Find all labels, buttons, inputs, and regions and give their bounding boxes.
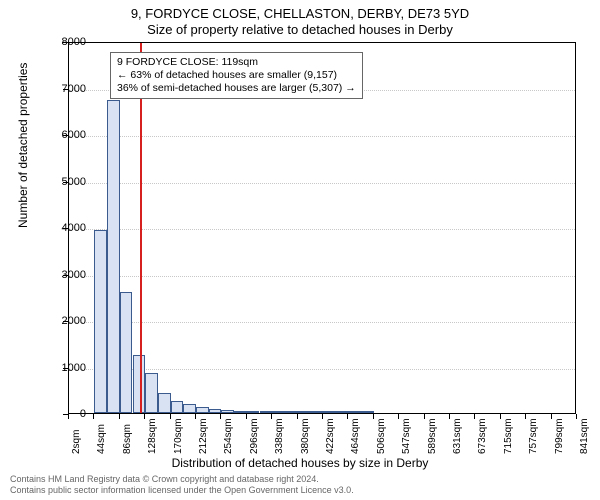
x-tick-mark (195, 414, 196, 419)
chart-container: 9, FORDYCE CLOSE, CHELLASTON, DERBY, DE7… (0, 0, 600, 500)
histogram-bar (260, 411, 273, 413)
histogram-bar (336, 411, 349, 413)
y-tick-mark (63, 42, 68, 43)
histogram-bar (348, 411, 361, 413)
histogram-bar (234, 411, 247, 413)
histogram-bar (183, 404, 196, 413)
x-tick-label: 799sqm (554, 418, 565, 454)
x-tick-mark (220, 414, 221, 419)
x-tick-mark (424, 414, 425, 419)
footer-line-1: Contains HM Land Registry data © Crown c… (10, 474, 354, 485)
x-tick-mark (474, 414, 475, 419)
y-tick-label: 0 (80, 408, 86, 420)
histogram-bar (158, 393, 171, 413)
annotation-line-1: 9 FORDYCE CLOSE: 119sqm (117, 56, 356, 69)
x-tick-label: 673sqm (477, 418, 488, 454)
x-tick-mark (93, 414, 94, 419)
x-tick-mark (68, 414, 69, 419)
x-tick-label: 715sqm (503, 418, 514, 454)
x-tick-mark (551, 414, 552, 419)
x-tick-label: 464sqm (350, 418, 361, 454)
x-tick-mark (170, 414, 171, 419)
histogram-bar (196, 407, 209, 413)
x-tick-label: 128sqm (147, 418, 158, 454)
histogram-bar (107, 100, 120, 413)
x-tick-label: 589sqm (427, 418, 438, 454)
x-tick-label: 506sqm (376, 418, 387, 454)
histogram-bar (247, 411, 260, 413)
y-tick-mark (63, 135, 68, 136)
histogram-bar (361, 411, 374, 413)
annotation-line-3: 36% of semi-detached houses are larger (… (117, 82, 356, 95)
y-axis-label: Number of detached properties (16, 63, 30, 228)
x-axis-label: Distribution of detached houses by size … (0, 456, 600, 470)
x-tick-mark (525, 414, 526, 419)
x-tick-label: 254sqm (223, 418, 234, 454)
x-tick-label: 631sqm (452, 418, 463, 454)
gridline (69, 322, 575, 323)
y-tick-mark (63, 228, 68, 229)
x-tick-mark (576, 414, 577, 419)
x-tick-mark (373, 414, 374, 419)
y-tick-mark (63, 368, 68, 369)
histogram-bar (221, 410, 234, 413)
chart-title-address: 9, FORDYCE CLOSE, CHELLASTON, DERBY, DE7… (0, 6, 600, 21)
histogram-bar (171, 401, 184, 413)
y-tick-mark (63, 89, 68, 90)
gridline (69, 229, 575, 230)
y-tick-mark (63, 321, 68, 322)
y-tick-mark (63, 182, 68, 183)
histogram-bar (120, 292, 133, 413)
x-tick-label: 2sqm (71, 430, 82, 454)
histogram-bar (323, 411, 336, 413)
histogram-bar (145, 373, 158, 413)
histogram-bar (272, 411, 285, 413)
y-tick-mark (63, 275, 68, 276)
x-tick-mark (398, 414, 399, 419)
footer-credits: Contains HM Land Registry data © Crown c… (10, 474, 354, 496)
x-tick-mark (144, 414, 145, 419)
gridline (69, 276, 575, 277)
x-tick-label: 422sqm (325, 418, 336, 454)
chart-subtitle: Size of property relative to detached ho… (0, 22, 600, 37)
gridline (69, 136, 575, 137)
x-tick-label: 86sqm (122, 424, 133, 454)
histogram-bar (94, 230, 107, 413)
x-tick-label: 212sqm (198, 418, 209, 454)
histogram-bar (209, 409, 222, 413)
x-tick-label: 380sqm (300, 418, 311, 454)
x-tick-mark (449, 414, 450, 419)
histogram-bar (285, 411, 298, 413)
x-tick-label: 170sqm (173, 418, 184, 454)
x-tick-mark (271, 414, 272, 419)
histogram-bar (310, 411, 323, 413)
x-tick-label: 338sqm (274, 418, 285, 454)
footer-line-2: Contains public sector information licen… (10, 485, 354, 496)
x-tick-label: 296sqm (249, 418, 260, 454)
x-tick-label: 841sqm (579, 418, 590, 454)
x-tick-label: 44sqm (96, 424, 107, 454)
histogram-bar (298, 411, 311, 413)
annotation-box: 9 FORDYCE CLOSE: 119sqm ← 63% of detache… (110, 52, 363, 99)
x-tick-label: 757sqm (528, 418, 539, 454)
x-tick-mark (347, 414, 348, 419)
x-tick-mark (119, 414, 120, 419)
x-tick-mark (322, 414, 323, 419)
x-tick-mark (246, 414, 247, 419)
annotation-line-2: ← 63% of detached houses are smaller (9,… (117, 69, 356, 82)
x-tick-mark (500, 414, 501, 419)
x-tick-label: 547sqm (401, 418, 412, 454)
x-tick-mark (297, 414, 298, 419)
gridline (69, 183, 575, 184)
